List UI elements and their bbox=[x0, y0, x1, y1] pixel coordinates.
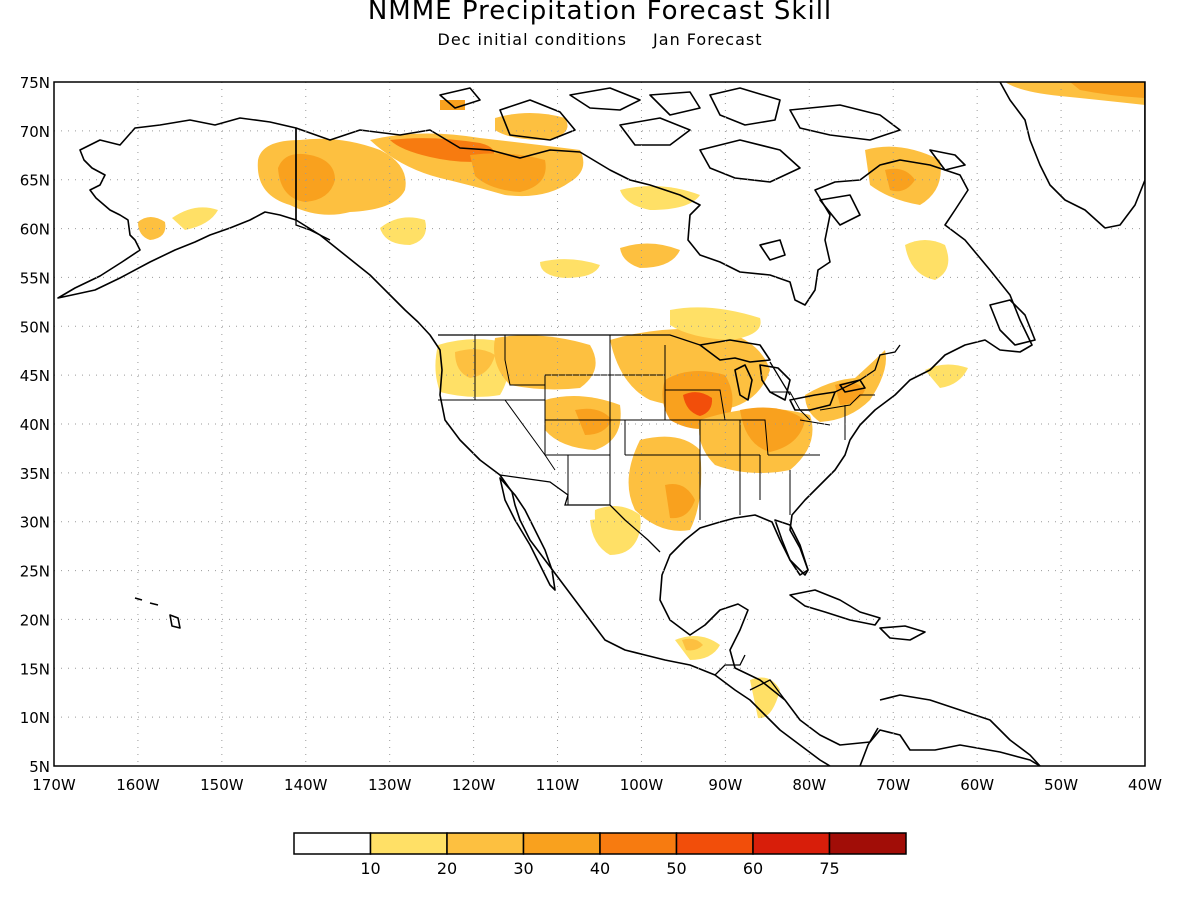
political-boundaries bbox=[295, 128, 901, 701]
lat-tick-label: 30N bbox=[20, 514, 50, 532]
colorbar-swatch bbox=[522, 832, 601, 855]
longitude-labels: 170W 160W 150W 140W 130W 120W 110W 100W 90W 80W 70… bbox=[32, 776, 1162, 794]
coastline-south-america bbox=[859, 694, 1041, 766]
skill-region-alaska-peninsula bbox=[172, 207, 218, 230]
lon-tick-label: 50W bbox=[1044, 776, 1078, 794]
colorbar-swatch bbox=[446, 832, 525, 855]
coastline-hawaii bbox=[134, 597, 181, 629]
lat-tick-label: 20N bbox=[20, 611, 50, 629]
lat-tick-label: 65N bbox=[20, 172, 50, 190]
lat-tick-label: 25N bbox=[20, 563, 50, 581]
skill-region-maritimes bbox=[925, 364, 968, 388]
lon-tick-label: 150W bbox=[200, 776, 244, 794]
skill-region-greenland-north-core bbox=[1070, 82, 1145, 98]
colorbar-label: 30 bbox=[513, 859, 533, 878]
coastline-cuba bbox=[789, 589, 881, 626]
skill-region-central-rockies-core bbox=[575, 408, 612, 435]
lat-tick-label: 5N bbox=[29, 758, 50, 776]
lon-tick-label: 80W bbox=[792, 776, 826, 794]
colorbar-label: 75 bbox=[819, 859, 839, 878]
lat-tick-label: 75N bbox=[20, 74, 50, 92]
skill-region-upper-midwest-north bbox=[670, 307, 761, 340]
coastline-canada-north bbox=[295, 127, 1041, 766]
map-frame bbox=[53, 81, 1146, 767]
border-us-canada bbox=[438, 334, 901, 396]
lon-tick-label: 40W bbox=[1128, 776, 1162, 794]
lat-tick-label: 45N bbox=[20, 367, 50, 385]
map-subtitle: Dec initial conditions Jan Forecast bbox=[0, 30, 1200, 49]
colorbar-swatch bbox=[599, 832, 678, 855]
lon-tick-label: 140W bbox=[284, 776, 328, 794]
skill-region-southern-plains-core bbox=[665, 484, 695, 519]
skill-region-bc-coast bbox=[380, 217, 426, 245]
colorbar-label: 20 bbox=[437, 859, 457, 878]
coastline-great-lakes bbox=[699, 339, 866, 411]
border-mexico-guatemala bbox=[714, 654, 786, 701]
colorbar-swatch bbox=[293, 832, 372, 855]
lat-tick-label: 70N bbox=[20, 123, 50, 141]
colorbar-swatch bbox=[828, 832, 907, 855]
lon-tick-label: 130W bbox=[368, 776, 412, 794]
lon-tick-label: 70W bbox=[876, 776, 910, 794]
colorbar-label: 10 bbox=[360, 859, 380, 878]
colorbar-label: 50 bbox=[666, 859, 686, 878]
skill-region-western-alaska bbox=[138, 217, 166, 240]
colorbar-label: 40 bbox=[590, 859, 610, 878]
lat-tick-label: 55N bbox=[20, 269, 50, 287]
skill-shading bbox=[138, 82, 1145, 719]
lon-tick-label: 110W bbox=[536, 776, 580, 794]
lon-tick-label: 60W bbox=[960, 776, 994, 794]
skill-region-banks-island bbox=[495, 113, 568, 140]
colorbar-swatch bbox=[752, 832, 831, 855]
border-us-mexico bbox=[499, 474, 661, 553]
map-title: NMME Precipitation Forecast Skill bbox=[367, 0, 833, 26]
coastline-arctic-islands bbox=[439, 87, 966, 261]
skill-region-nw-territories-core bbox=[390, 138, 495, 162]
lat-tick-label: 10N bbox=[20, 709, 50, 727]
skill-region-keewatin bbox=[620, 186, 700, 210]
coastline-alaska bbox=[57, 117, 297, 299]
coastline-florida bbox=[774, 519, 809, 576]
colorbar: 10 20 30 40 50 60 75 bbox=[293, 832, 907, 878]
coastline-greenland bbox=[999, 82, 1145, 229]
skill-region-labrador-core bbox=[885, 168, 915, 192]
subtitle-forecast-month: Jan Forecast bbox=[653, 30, 763, 49]
colorbar-swatch bbox=[675, 832, 754, 855]
skill-region-quebec-coast bbox=[905, 240, 949, 280]
skill-region-hudson-bay-south bbox=[540, 259, 600, 278]
lon-tick-label: 90W bbox=[708, 776, 742, 794]
border-alaska-canada bbox=[295, 128, 331, 241]
coastlines bbox=[57, 82, 1145, 766]
lat-tick-label: 60N bbox=[20, 221, 50, 239]
lat-tick-label: 50N bbox=[20, 318, 50, 336]
skill-region-iowa bbox=[683, 392, 713, 416]
state-lines bbox=[438, 335, 875, 520]
lon-tick-label: 100W bbox=[620, 776, 664, 794]
skill-region-alaska-core bbox=[278, 153, 335, 202]
skill-region-northern-rockies bbox=[494, 335, 596, 390]
skill-region-northern-mexico bbox=[590, 518, 640, 555]
coastline-hispaniola bbox=[879, 625, 926, 641]
lon-tick-label: 170W bbox=[32, 776, 76, 794]
coastline-west bbox=[295, 219, 831, 766]
lat-tick-label: 35N bbox=[20, 465, 50, 483]
lat-tick-label: 15N bbox=[20, 660, 50, 678]
skill-region-hudson-bay-west bbox=[620, 243, 680, 268]
coastline-newfoundland bbox=[989, 299, 1036, 346]
latitude-labels: 5N 10N 15N 20N 25N 30N 35N 40N 45N 50N 55N 60N 65N 70… bbox=[20, 74, 50, 776]
lon-tick-label: 160W bbox=[116, 776, 160, 794]
subtitle-initial-conditions: Dec initial conditions bbox=[437, 30, 627, 49]
skill-region-ohio-valley-core bbox=[740, 407, 805, 452]
colorbar-label: 60 bbox=[743, 859, 763, 878]
skill-region-yucatan-core bbox=[682, 638, 703, 651]
lat-tick-label: 40N bbox=[20, 416, 50, 434]
skill-region-mackenzie bbox=[470, 153, 546, 192]
colorbar-swatch bbox=[369, 832, 448, 855]
coastline-baja bbox=[499, 477, 556, 591]
lon-tick-label: 120W bbox=[452, 776, 496, 794]
